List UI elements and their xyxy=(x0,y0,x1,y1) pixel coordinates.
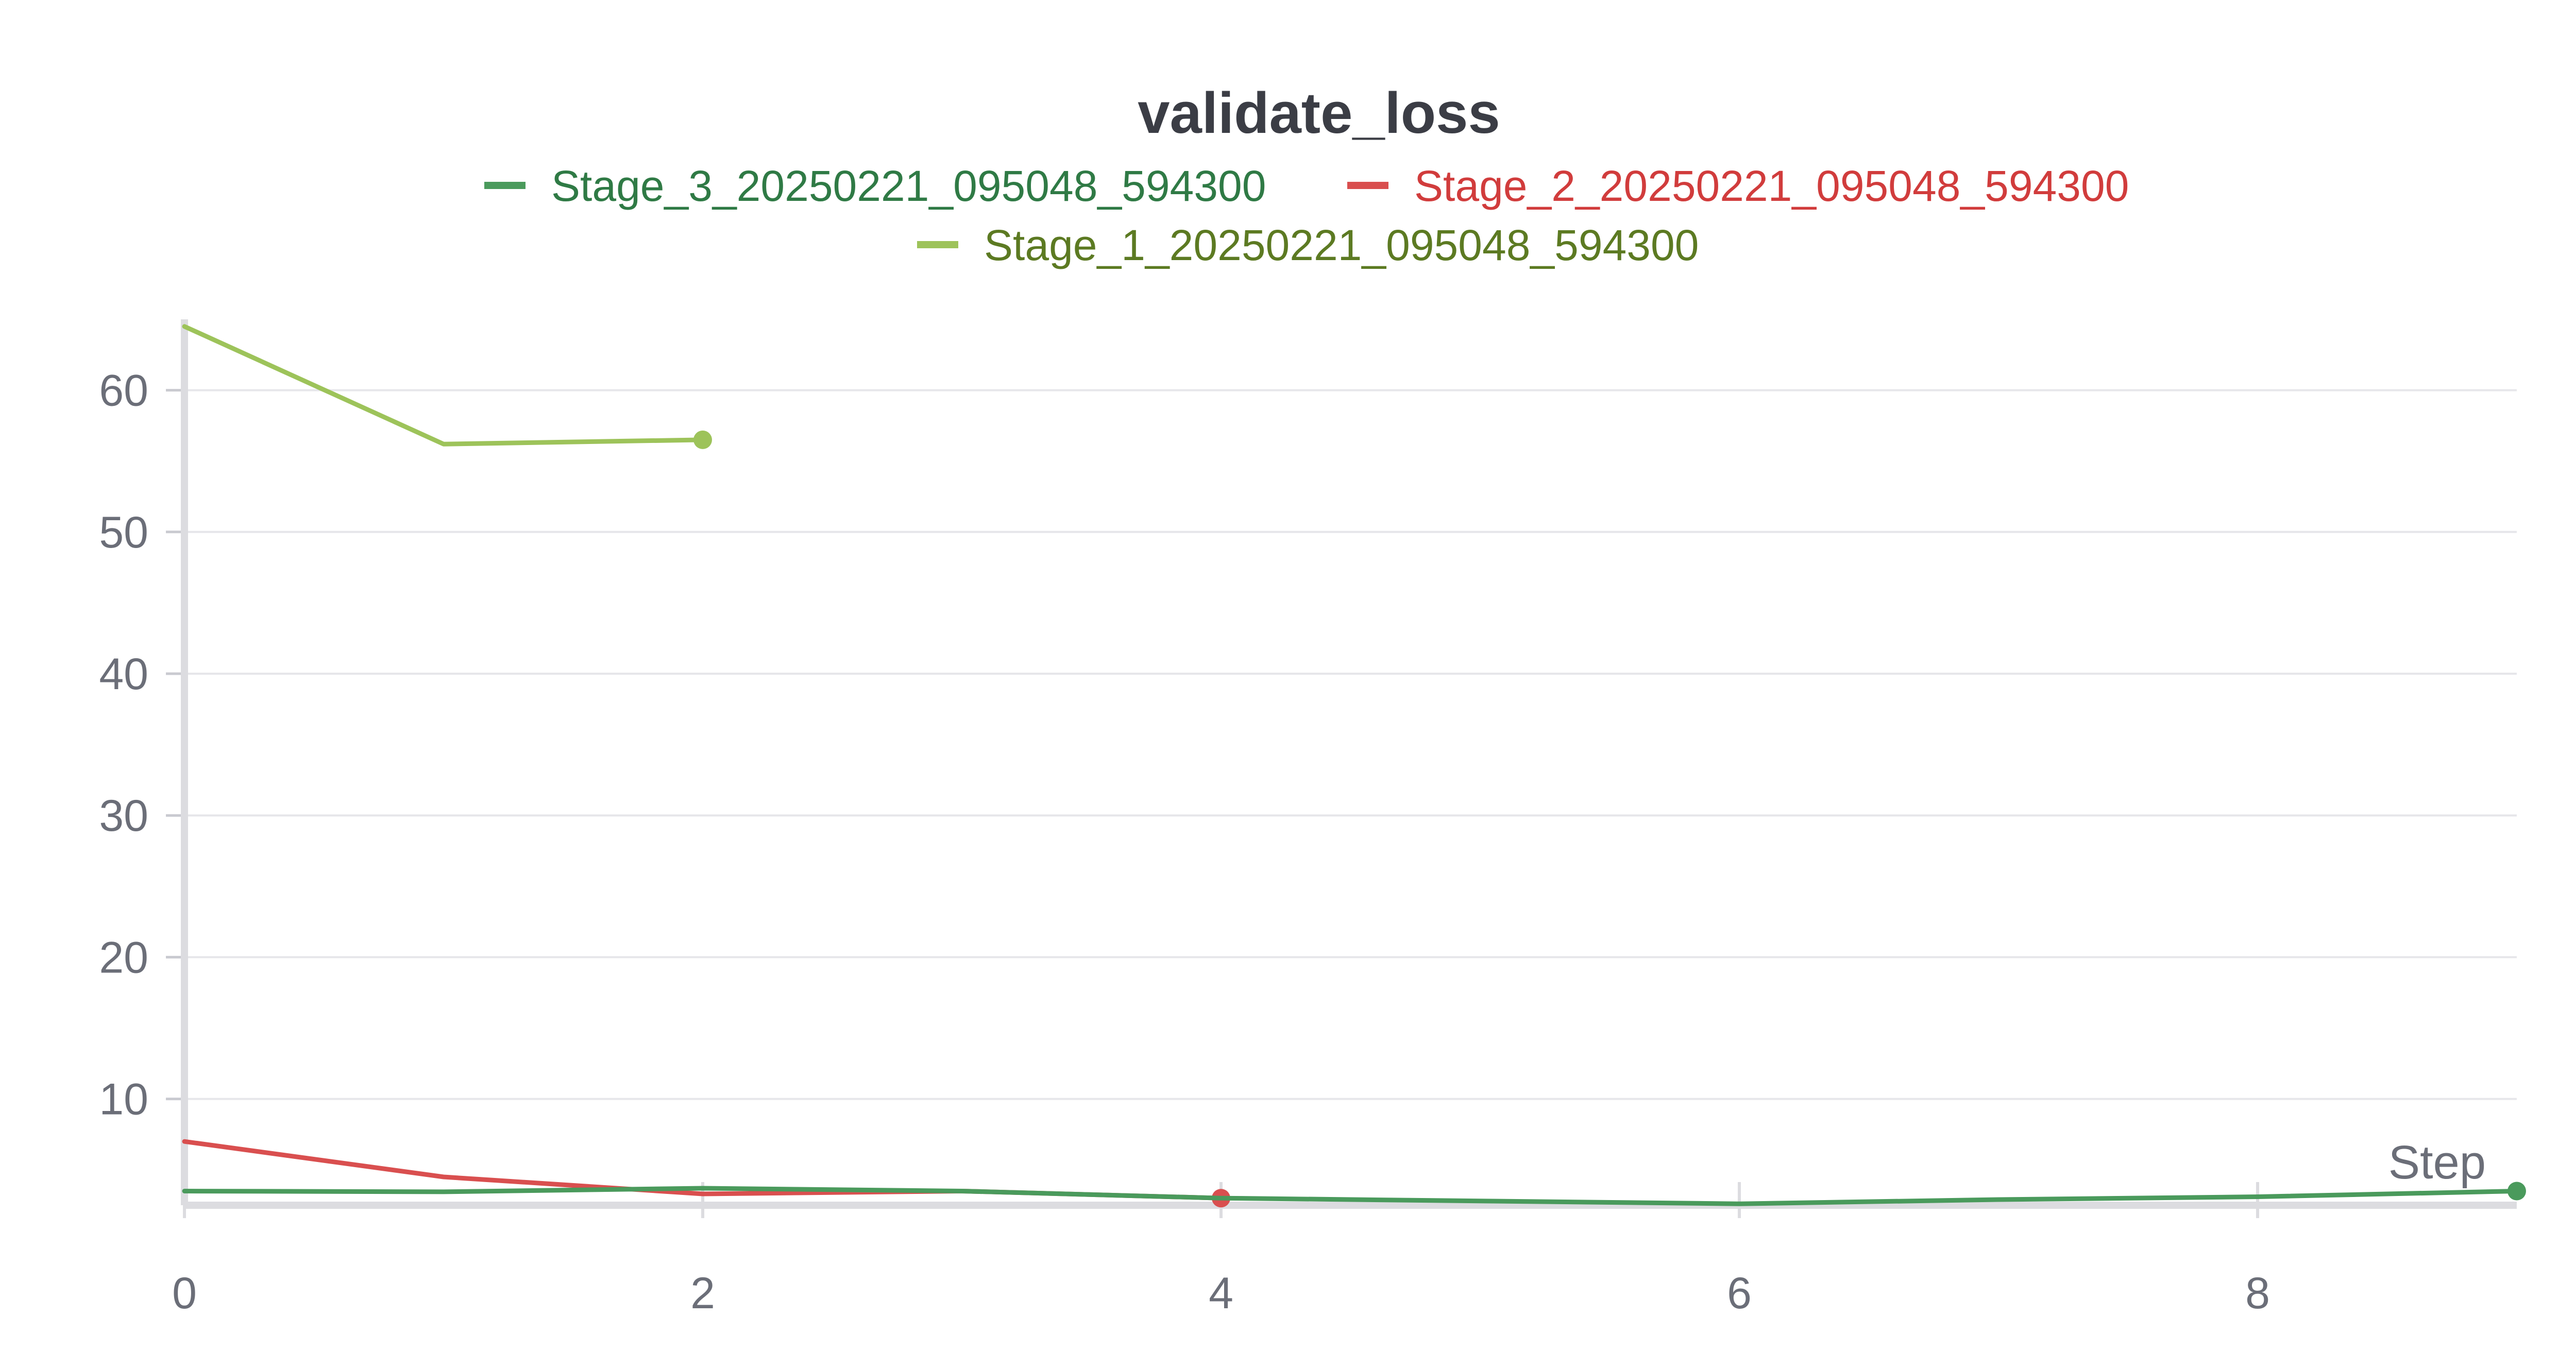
legend-item[interactable]: Stage_3_20250221_095048_594300 xyxy=(484,162,1266,210)
series-1[interactable] xyxy=(182,1182,2527,1206)
y-tick-label: 60 xyxy=(99,366,148,416)
data-point[interactable] xyxy=(184,1141,185,1142)
series-endpoint[interactable] xyxy=(693,430,712,449)
legend-label: Stage_1_20250221_095048_594300 xyxy=(984,221,1699,269)
chart-title: validate_loss xyxy=(1138,81,1500,145)
y-tick-label: 10 xyxy=(99,1075,148,1124)
data-point[interactable] xyxy=(1998,1199,1999,1200)
legend-item[interactable]: Stage_1_20250221_095048_594300 xyxy=(917,221,1699,269)
legend-item[interactable]: Stage_2_20250221_095048_594300 xyxy=(1347,162,2129,210)
series-line[interactable] xyxy=(182,324,705,447)
series-layer xyxy=(182,324,2527,1208)
x-tick-label: 6 xyxy=(1727,1269,1752,1318)
legend-label: Stage_2_20250221_095048_594300 xyxy=(1414,162,2129,210)
series-endpoint[interactable] xyxy=(2507,1182,2526,1201)
x-tick-label: 4 xyxy=(1209,1269,1233,1318)
data-point[interactable] xyxy=(1221,1198,1222,1199)
x-tick-label: 0 xyxy=(172,1269,197,1318)
series-2[interactable] xyxy=(182,1139,1231,1208)
grid: 10 20 30 40 50 60 xyxy=(99,366,2517,1124)
series-3[interactable] xyxy=(182,324,713,449)
series-line[interactable] xyxy=(182,1186,2519,1206)
legend[interactable]: Stage_3_20250221_095048_594300 Stage_2_20… xyxy=(484,162,2129,269)
y-tick-label: 40 xyxy=(99,649,148,699)
x-tick-label: 8 xyxy=(2245,1269,2270,1318)
y-tick-label: 50 xyxy=(99,508,148,557)
y-tick-label: 20 xyxy=(99,933,148,982)
x-axis-title: Step xyxy=(2388,1136,2486,1189)
data-point[interactable] xyxy=(184,326,185,327)
legend-label: Stage_3_20250221_095048_594300 xyxy=(551,162,1266,210)
x-tick-label: 2 xyxy=(690,1269,715,1318)
axes: 0 2 4 6 8 xyxy=(172,319,2517,1318)
y-tick-label: 30 xyxy=(99,791,148,841)
